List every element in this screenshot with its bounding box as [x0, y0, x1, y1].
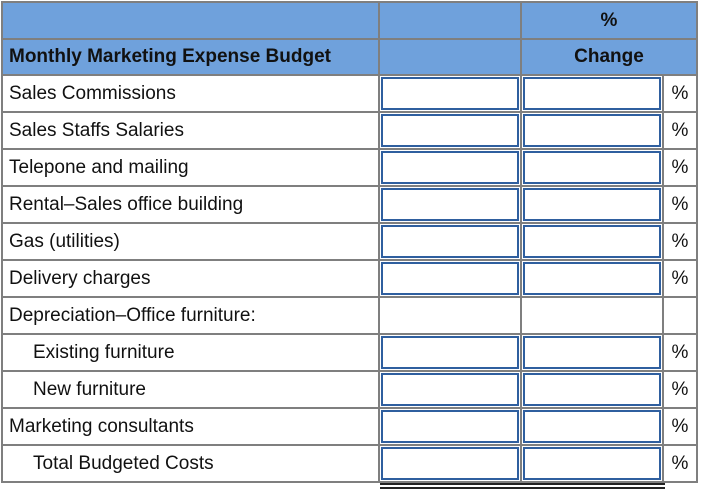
percent-change-input[interactable] [523, 262, 661, 295]
percent-change-cell [522, 372, 664, 409]
percent-change-cell [522, 113, 664, 150]
percent-symbol: % [664, 187, 698, 224]
row-label: Total Budgeted Costs [1, 446, 380, 483]
percent-change-cell [522, 298, 664, 335]
percent-symbol: % [664, 150, 698, 187]
row-label: Telepone and mailing [1, 150, 380, 187]
amount-cell [380, 372, 522, 409]
table-row: Gas (utilities) % [1, 224, 698, 261]
percent-change-input[interactable] [523, 77, 661, 110]
percent-change-input[interactable] [523, 151, 661, 184]
percent-symbol: % [664, 446, 698, 483]
percent-symbol [664, 298, 698, 335]
table-row: New furniture % [1, 372, 698, 409]
amount-cell [380, 76, 522, 113]
percent-change-cell [522, 76, 664, 113]
row-label: Depreciation–Office furniture: [1, 298, 380, 335]
percent-change-input[interactable] [523, 225, 661, 258]
header-label-cell [1, 1, 380, 40]
row-label: Sales Commissions [1, 76, 380, 113]
amount-input[interactable] [381, 262, 519, 295]
table-row: Rental–Sales office building % [1, 187, 698, 224]
amount-cell [380, 224, 522, 261]
table-row: Delivery charges % [1, 261, 698, 298]
percent-change-input[interactable] [523, 447, 661, 480]
table-row: Existing furniture % [1, 335, 698, 372]
percent-change-cell [522, 150, 664, 187]
amount-cell [380, 150, 522, 187]
amount-input[interactable] [381, 336, 519, 369]
header-percent-symbol: % [522, 1, 698, 40]
percent-change-cell [522, 187, 664, 224]
amount-input[interactable] [381, 447, 519, 480]
table-row: Marketing consultants % [1, 409, 698, 446]
percent-change-cell [522, 261, 664, 298]
total-double-underline [380, 483, 665, 489]
percent-change-cell [522, 224, 664, 261]
percent-change-input[interactable] [523, 336, 661, 369]
row-label: Sales Staffs Salaries [1, 113, 380, 150]
amount-cell [380, 409, 522, 446]
table-row: Depreciation–Office furniture: [1, 298, 698, 335]
table-row: Sales Staffs Salaries % [1, 113, 698, 150]
header-amount-cell [380, 40, 522, 76]
percent-change-cell [522, 446, 664, 483]
amount-cell [380, 261, 522, 298]
amount-input[interactable] [381, 410, 519, 443]
row-label: Marketing consultants [1, 409, 380, 446]
row-label: Existing furniture [1, 335, 380, 372]
row-label: Delivery charges [1, 261, 380, 298]
percent-change-cell [522, 409, 664, 446]
percent-symbol: % [664, 76, 698, 113]
row-label: Rental–Sales office building [1, 187, 380, 224]
percent-change-input[interactable] [523, 188, 661, 221]
amount-input[interactable] [381, 77, 519, 110]
amount-input[interactable] [381, 114, 519, 147]
amount-cell [380, 298, 522, 335]
table-row: Sales Commissions % [1, 76, 698, 113]
percent-symbol: % [664, 372, 698, 409]
amount-input[interactable] [381, 188, 519, 221]
percent-symbol: % [664, 224, 698, 261]
percent-symbol: % [664, 409, 698, 446]
header-change-label: Change [522, 40, 698, 76]
percent-change-input[interactable] [523, 114, 661, 147]
header-row-2: Monthly Marketing Expense Budget Change [1, 40, 698, 76]
table-row: Telepone and mailing % [1, 150, 698, 187]
percent-change-cell [522, 335, 664, 372]
table-row: Total Budgeted Costs % [1, 446, 698, 489]
amount-cell [380, 335, 522, 372]
amount-input[interactable] [381, 151, 519, 184]
percent-symbol: % [664, 113, 698, 150]
table-title: Monthly Marketing Expense Budget [1, 40, 380, 76]
percent-change-input[interactable] [523, 410, 661, 443]
header-amount-cell [380, 1, 522, 40]
amount-cell [380, 113, 522, 150]
percent-symbol: % [664, 261, 698, 298]
amount-input[interactable] [381, 373, 519, 406]
percent-symbol: % [664, 335, 698, 372]
header-row-1: % [1, 1, 698, 40]
row-label: New furniture [1, 372, 380, 409]
percent-change-input[interactable] [523, 373, 661, 406]
amount-input[interactable] [381, 225, 519, 258]
amount-cell [380, 446, 522, 483]
amount-cell [380, 187, 522, 224]
row-label: Gas (utilities) [1, 224, 380, 261]
